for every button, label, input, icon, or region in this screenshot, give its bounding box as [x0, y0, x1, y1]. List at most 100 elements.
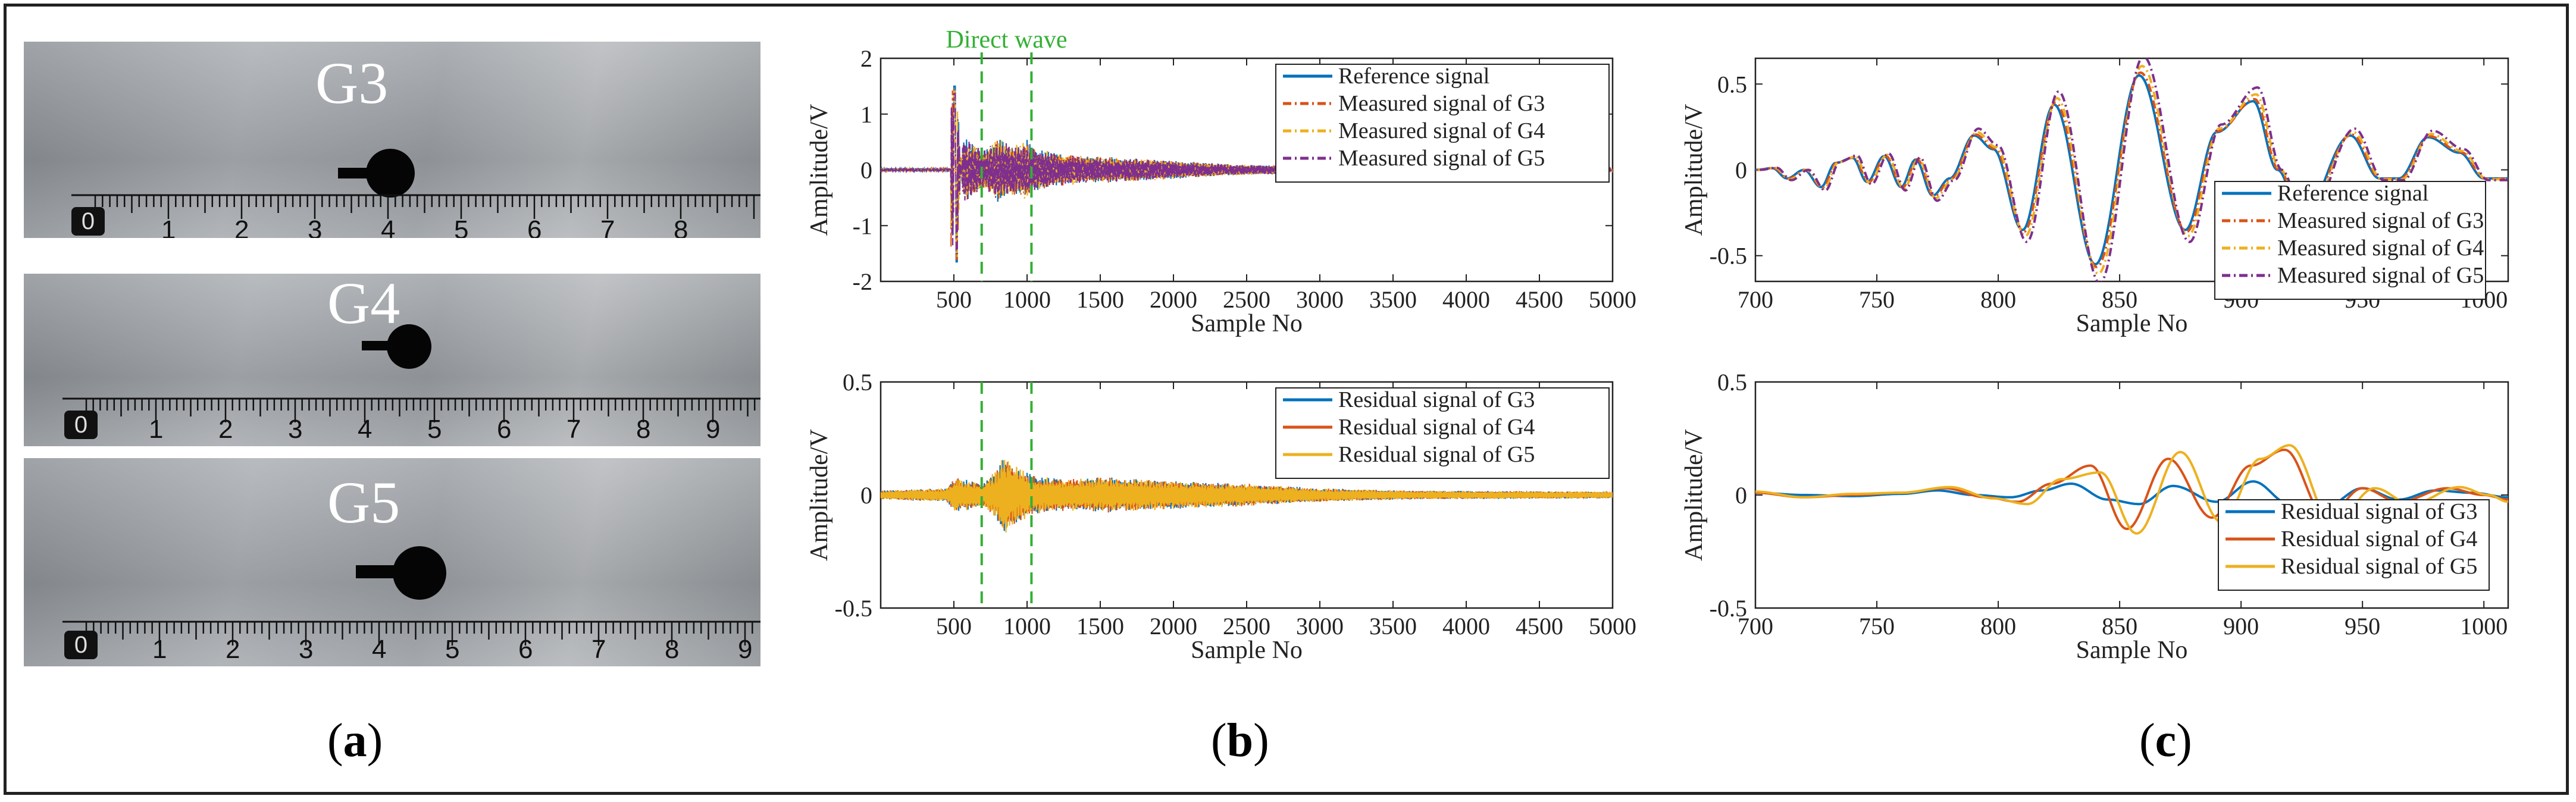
- x-tick-label: 950: [2345, 613, 2380, 640]
- x-tick-label: 4000: [1442, 286, 1490, 313]
- ruler-number: 8: [674, 215, 688, 239]
- chart-c-bottom: 700 750 800 850 900 950 1000 -0.5 0 0.5 Sample No A…: [1680, 369, 2509, 664]
- y-axis-label: Amplitude/V: [806, 104, 833, 236]
- legend-label: Measured signal of G5: [1338, 146, 1545, 171]
- photo-sheen: [24, 458, 760, 666]
- x-tick-label: 2000: [1150, 286, 1197, 313]
- y-axis-label: Amplitude/V: [1680, 429, 1708, 561]
- legend-box: [2218, 499, 2490, 591]
- x-tick-label: 4500: [1516, 286, 1563, 313]
- ruler-number: 5: [454, 215, 469, 239]
- ruler-zero-badge: 0: [71, 207, 105, 236]
- photo-g5: G5 0 1 2 3 4 5 6 7 8 9: [24, 458, 760, 666]
- ruler-number: 1: [161, 215, 176, 239]
- x-tick-label: 2500: [1223, 286, 1270, 313]
- x-tick-label: 700: [1738, 613, 1773, 640]
- legend: Residual signal of G3 Residual signal of …: [2218, 499, 2490, 591]
- y-tick-label: 0.5: [1717, 71, 1747, 98]
- x-tick-label: 750: [1859, 613, 1895, 640]
- x-tick-label: 4000: [1442, 613, 1490, 640]
- series-group: [1755, 444, 2508, 535]
- ruler-number: 2: [226, 635, 240, 664]
- legend-label: Residual signal of G3: [2281, 499, 2477, 524]
- x-tick-label: 5000: [1589, 613, 1636, 640]
- x-axis-label: Sample No: [2076, 637, 2188, 664]
- legend-label: Residual signal of G4: [1338, 415, 1535, 440]
- ruler-number: 1: [152, 635, 167, 664]
- x-tick-label: 500: [936, 613, 972, 640]
- legend-label: Measured signal of G5: [2277, 263, 2484, 288]
- defect-hole: [366, 149, 415, 198]
- legend-label: Residual signal of G4: [2281, 527, 2477, 552]
- chart-b-bottom: 500 1000 1500 2000 2500 3000 3500 4000 4500 5000 -…: [806, 369, 1636, 664]
- photo-g3: G3 0 1 2 3 4 5 6 7 8: [24, 42, 760, 238]
- chart-b-top: 500 1000 1500 2000 2500 3000 3500 4000 4500 5000 -…: [806, 26, 1636, 337]
- ruler: [24, 173, 760, 238]
- legend-label: Residual signal of G3: [1338, 387, 1535, 412]
- caption-c: (c): [2139, 715, 2192, 767]
- ruler-zero-badge: 0: [64, 411, 98, 439]
- ruler-number: 3: [299, 635, 314, 664]
- ruler-number: 7: [566, 415, 581, 444]
- y-tick-label: 1: [860, 101, 872, 128]
- x-tick-label: 500: [936, 286, 972, 313]
- y-tick-label: -0.5: [835, 595, 872, 622]
- ruler-ticks: [62, 621, 760, 646]
- y-tick-label: 0: [860, 157, 872, 184]
- x-tick-label: 1000: [2460, 613, 2508, 640]
- x-tick-label: 4500: [1516, 613, 1563, 640]
- ruler-number: 2: [234, 215, 249, 239]
- series-line: [1755, 444, 2508, 535]
- photo-g4: G4 0 1 2 3 4 5 6 7 8 9: [24, 274, 760, 446]
- x-tick-label: 850: [2102, 613, 2137, 640]
- ruler-number: 5: [445, 635, 460, 664]
- ruler-zero-badge: 0: [64, 631, 98, 659]
- ruler-number: 2: [218, 415, 233, 444]
- x-tick-label: 1500: [1076, 613, 1124, 640]
- ruler-number: 1: [149, 415, 164, 444]
- ruler: [24, 357, 760, 446]
- legend-box: [1275, 64, 1610, 183]
- legend-label: Residual signal of G5: [1338, 442, 1535, 467]
- x-axis-label: Sample No: [1191, 310, 1303, 337]
- label-g4: G4: [327, 274, 400, 336]
- ruler-number: 7: [591, 635, 606, 664]
- legend-label: Reference signal: [1338, 64, 1489, 89]
- x-tick-label: 5000: [1589, 286, 1636, 313]
- ruler-number: 3: [308, 215, 323, 239]
- x-tick-label: 3500: [1369, 613, 1417, 640]
- ruler-number: 3: [288, 415, 303, 444]
- y-tick-label: 0: [1735, 482, 1747, 509]
- legend: Residual signal of G3 Residual signal of …: [1275, 387, 1610, 479]
- ruler-number: 4: [372, 635, 387, 664]
- ruler-number: 7: [600, 215, 615, 239]
- legend-box: [1275, 387, 1610, 479]
- x-tick-label: 3500: [1369, 286, 1417, 313]
- x-tick-label: 1500: [1076, 286, 1124, 313]
- photo-panel: G3 0 1 2 3 4 5 6 7 8 G4 0 1 2 3 4 5 6 7 8 9 G5 0 1 2 3 4 5 6…: [24, 42, 760, 666]
- ruler-number: 4: [358, 415, 373, 444]
- ruler-number: 9: [706, 415, 721, 444]
- caption-a: (a): [327, 715, 383, 767]
- x-tick-label: 800: [1980, 613, 2016, 640]
- defect-hole: [387, 324, 431, 369]
- legend-box: [2214, 181, 2486, 300]
- y-tick-label: 2: [860, 45, 872, 72]
- ruler-number: 8: [636, 415, 651, 444]
- caption-a-letter: a: [343, 715, 367, 767]
- ruler-ticks: [62, 397, 760, 422]
- label-g5: G5: [327, 469, 400, 535]
- legend-label: Reference signal: [2277, 181, 2428, 206]
- series-group: [1755, 58, 2508, 281]
- y-tick-label: 0.5: [1717, 369, 1747, 396]
- ruler-number: 9: [738, 635, 753, 664]
- legend-label: Measured signal of G4: [1338, 118, 1545, 143]
- ruler-number: 6: [497, 415, 512, 444]
- legend-label: Measured signal of G4: [2277, 236, 2484, 261]
- x-tick-label: 2500: [1223, 613, 1270, 640]
- x-tick-label: 3000: [1296, 613, 1344, 640]
